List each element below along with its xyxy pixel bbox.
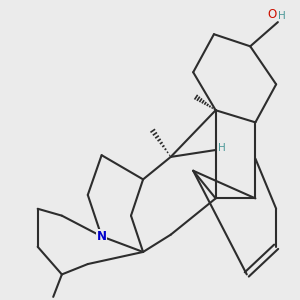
Text: H: H <box>218 143 226 153</box>
Text: H: H <box>278 11 286 21</box>
Text: O: O <box>267 8 276 21</box>
Text: N: N <box>97 230 106 243</box>
